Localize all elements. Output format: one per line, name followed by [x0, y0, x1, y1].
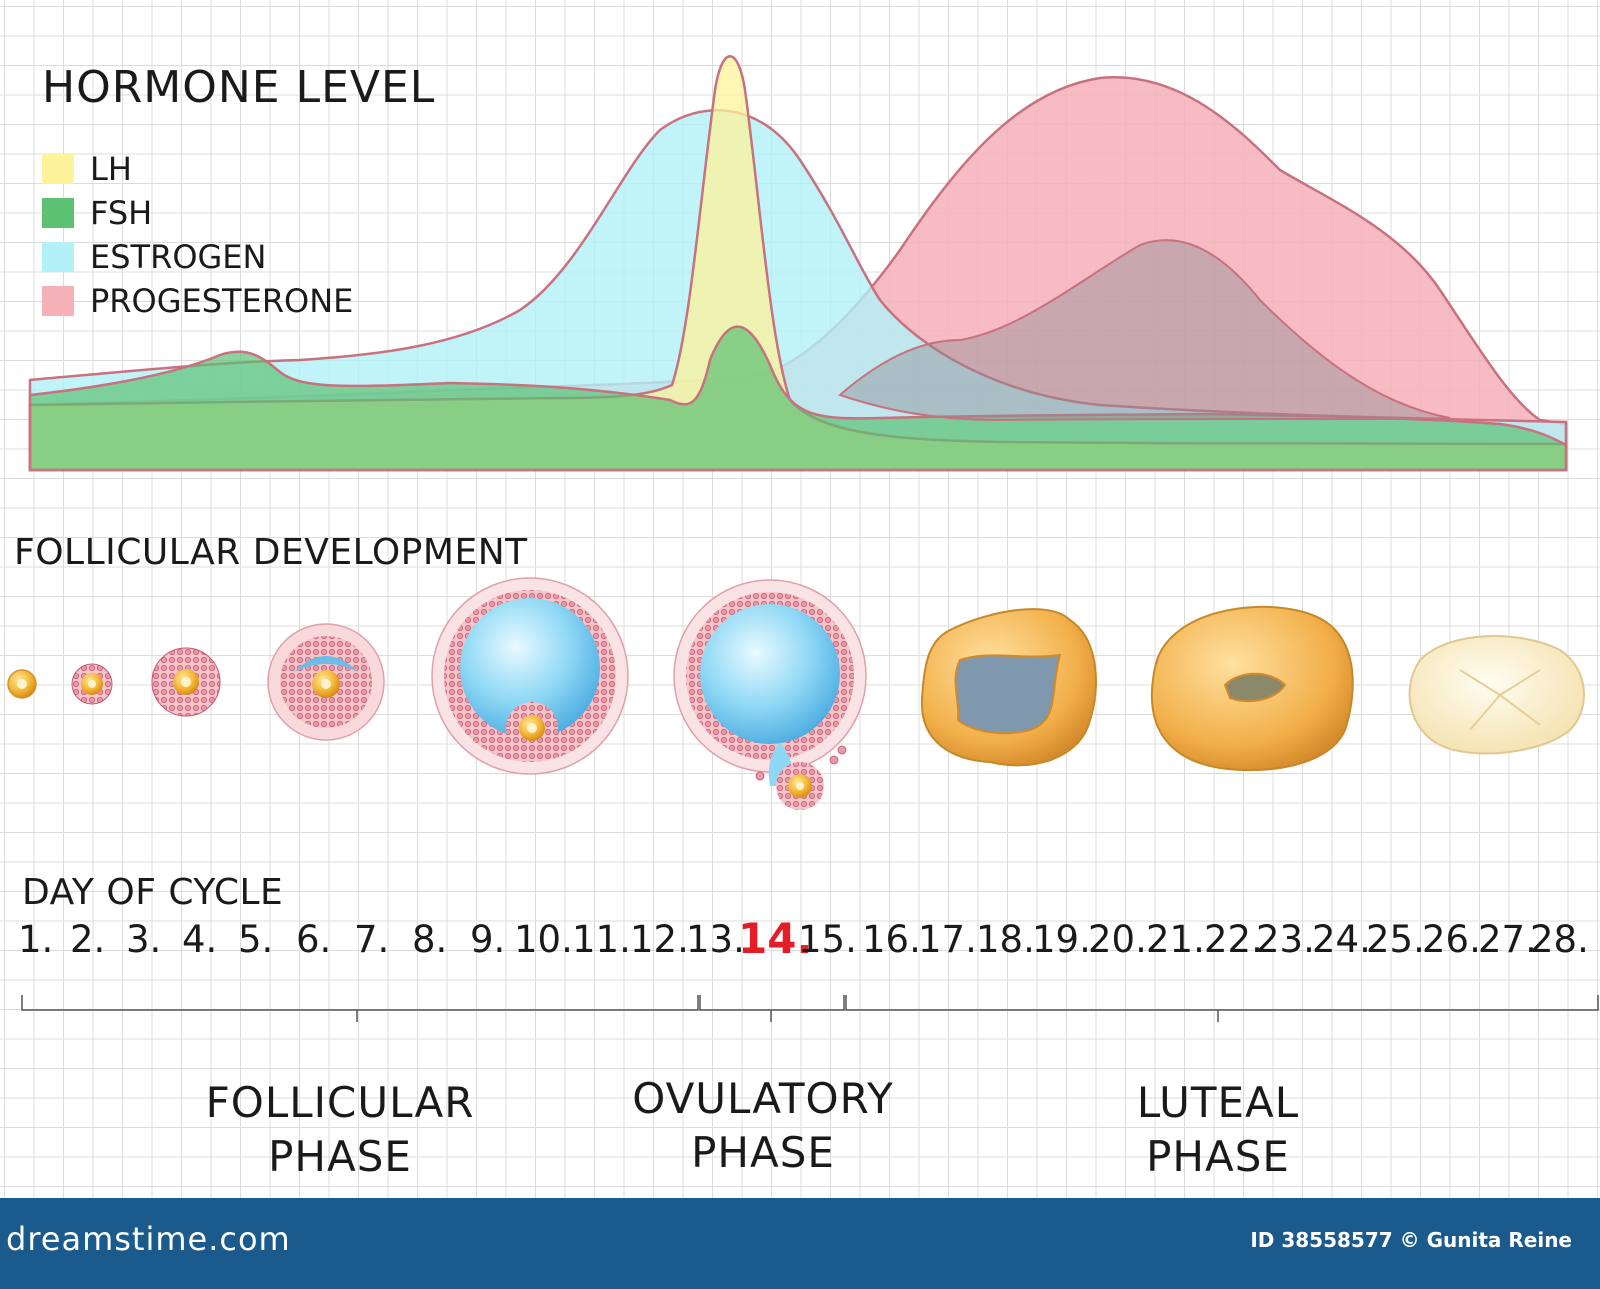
day-label: 20. — [1088, 918, 1147, 961]
follicle-stage-1 — [7, 669, 37, 699]
day-label: 26. — [1422, 918, 1481, 961]
hormone-chart — [28, 55, 1568, 472]
day-label: 27. — [1478, 918, 1537, 961]
day-label: 7. — [354, 918, 390, 961]
phase-brackets — [21, 995, 1599, 1022]
legend-item-lh: LH — [42, 150, 442, 188]
day-label: 4. — [182, 918, 218, 961]
follicular-bracket — [21, 995, 699, 1022]
footer-brand: dreamstime.com — [6, 1220, 291, 1258]
follicle-stage-5 — [431, 577, 629, 775]
corpus-albicans — [1408, 635, 1585, 755]
follicular-phase-label: FOLLICULAR PHASE — [180, 1076, 500, 1184]
follicular-phase-line2: PHASE — [268, 1132, 412, 1181]
day-label: 28. — [1530, 918, 1589, 961]
day-label: 23. — [1256, 918, 1315, 961]
follicle-stage-4 — [267, 623, 385, 741]
legend-label-estrogen: ESTROGEN — [90, 238, 267, 276]
ovulatory-bracket — [699, 995, 845, 1022]
day-label: 8. — [412, 918, 448, 961]
follicle-stage-2 — [71, 663, 113, 705]
follicle-stage-3 — [151, 647, 221, 717]
gray-overlap — [838, 239, 1451, 422]
follicle-illustrations — [7, 577, 1585, 810]
luteal-phase-label: LUTEAL PHASE — [1068, 1076, 1368, 1184]
follicular-development-title: FOLLICULAR DEVELOPMENT — [14, 532, 528, 573]
follicle-stage-6-ovulation — [673, 579, 867, 810]
day-label: 6. — [296, 918, 332, 961]
day-label: 22. — [1204, 918, 1263, 961]
day-label: 24. — [1312, 918, 1371, 961]
day-label: 15. — [798, 918, 857, 961]
chart-title: HORMONE LEVEL — [42, 62, 436, 113]
day-label: 21. — [1146, 918, 1205, 961]
day-axis: 1. 2. 3. 4. 5. 6. 7. 8. 9. 10. 11. 12. 1… — [0, 914, 1600, 968]
day-label: 10. — [514, 918, 573, 961]
legend-label-fsh: FSH — [90, 194, 153, 232]
day-label: 13. — [686, 918, 745, 961]
day-label: 2. — [70, 918, 106, 961]
ovulatory-phase-line2: PHASE — [691, 1128, 835, 1177]
day-label: 17. — [918, 918, 977, 961]
day-label-highlight: 14. — [738, 914, 813, 963]
footer-bar: dreamstime.com ID 38558577 © Gunita Rein… — [0, 1198, 1600, 1289]
legend-label-lh: LH — [90, 150, 132, 188]
luteal-bracket — [845, 995, 1599, 1022]
luteal-phase-line2: PHASE — [1146, 1132, 1290, 1181]
day-label: 19. — [1032, 918, 1091, 961]
estrogen-swatch — [42, 242, 74, 272]
luteal-phase-line1: LUTEAL — [1136, 1078, 1300, 1127]
day-label: 5. — [238, 918, 274, 961]
ovulatory-phase-label: OVULATORY PHASE — [608, 1072, 918, 1180]
day-label: 9. — [470, 918, 506, 961]
day-label: 25. — [1366, 918, 1425, 961]
fsh-swatch — [42, 198, 74, 228]
day-of-cycle-title: DAY OF CYCLE — [22, 872, 284, 913]
lh-swatch — [42, 154, 74, 184]
legend-item-fsh: FSH — [42, 194, 442, 232]
corpus-luteum-mature — [1150, 605, 1354, 772]
day-label: 3. — [126, 918, 162, 961]
legend-item-progesterone: PROGESTERONE — [42, 282, 442, 320]
legend-label-progesterone: PROGESTERONE — [90, 282, 354, 320]
fsh-curve — [28, 325, 1568, 472]
day-label: 11. — [572, 918, 631, 961]
ovulatory-phase-line1: OVULATORY — [632, 1074, 894, 1123]
follicular-phase-line1: FOLLICULAR — [205, 1078, 475, 1127]
day-label: 12. — [630, 918, 689, 961]
legend-item-estrogen: ESTROGEN — [42, 238, 442, 276]
progesterone-swatch — [42, 286, 74, 316]
day-label: 18. — [976, 918, 1035, 961]
day-label: 1. — [18, 918, 54, 961]
corpus-luteum-early — [920, 608, 1097, 767]
footer-credit: ID 38558577 © Gunita Reine — [1250, 1228, 1572, 1252]
day-label: 16. — [862, 918, 921, 961]
